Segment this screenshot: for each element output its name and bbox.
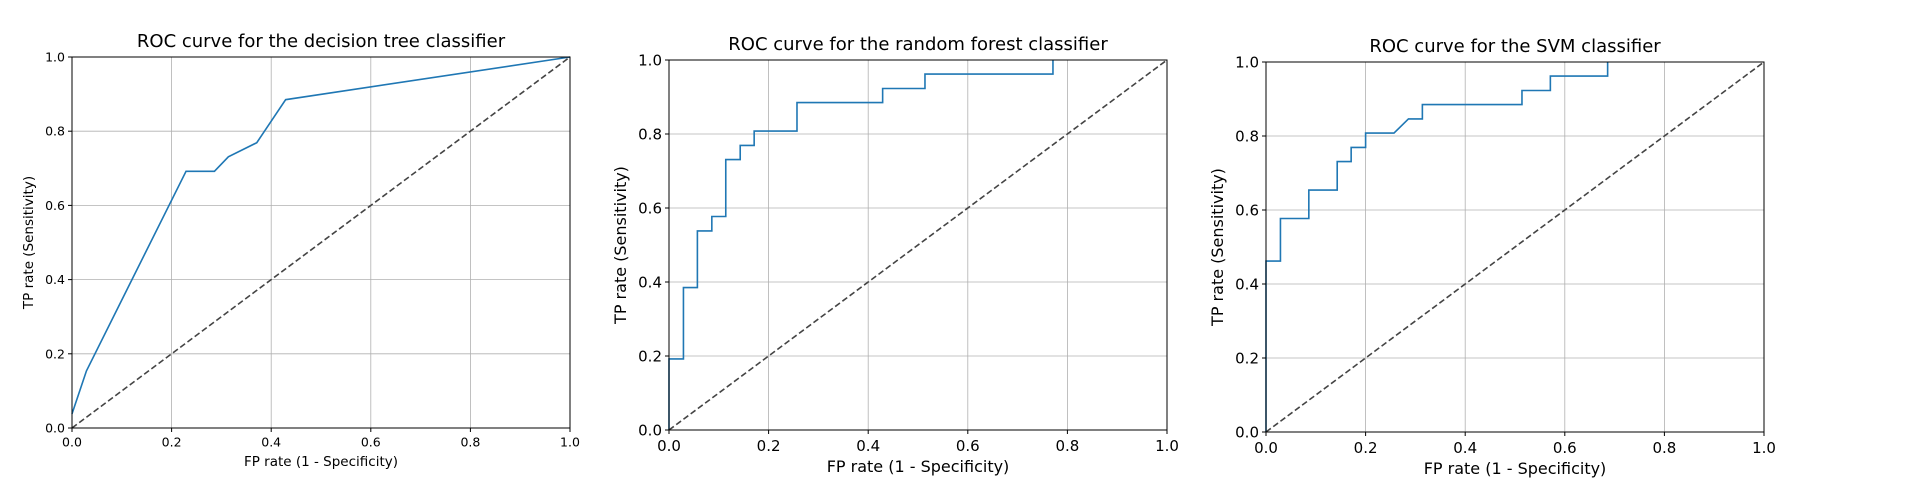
y-axis-label: TP rate (Sensitivity) xyxy=(1208,168,1227,327)
y-tick-label: 1.0 xyxy=(638,51,662,69)
x-tick-label: 1.0 xyxy=(1752,439,1776,457)
x-tick-label: 0.8 xyxy=(460,435,480,450)
y-tick-label: 1.0 xyxy=(1235,53,1259,71)
x-tick-label: 0.8 xyxy=(1652,439,1676,457)
x-tick-label: 0.2 xyxy=(1354,439,1378,457)
axes-frame xyxy=(1265,61,1765,433)
y-tick-label: 0.2 xyxy=(45,346,65,361)
x-tick-label: 0.4 xyxy=(261,435,281,450)
roc-curve-line xyxy=(71,56,571,415)
y-tick-label: 0.8 xyxy=(1235,127,1259,145)
x-tick-label: 0.8 xyxy=(1055,437,1079,455)
y-tick-label: 0.8 xyxy=(45,124,65,139)
y-tick-label: 0.2 xyxy=(1235,349,1259,367)
y-tick-label: 0.6 xyxy=(638,199,662,217)
y-tick-label: 0.6 xyxy=(1235,201,1259,219)
x-axis-label: FP rate (1 - Specificity) xyxy=(827,457,1010,476)
diagonal-reference-line xyxy=(71,56,571,429)
y-tick-label: 0.0 xyxy=(45,421,65,436)
roc-chart-1: 0.0 0.2 0.4 0.6 0.8 1.0 0.0 0.2 0.4 0.6 0.8 1.0 ROC … xyxy=(21,31,580,470)
x-tick-label: 0.4 xyxy=(856,437,880,455)
x-axis-label: FP rate (1 - Specificity) xyxy=(244,454,398,470)
x-tick-label: 0.6 xyxy=(361,435,381,450)
roc-chart-2: 0.0 0.2 0.4 0.6 0.8 1.0 0.0 0.2 0.4 0.6 0.8 1.0 ROC … xyxy=(611,34,1179,476)
y-tick-label: 1.0 xyxy=(45,50,65,65)
x-axis-label: FP rate (1 - Specificity) xyxy=(1424,459,1607,478)
x-tick-label: 0.4 xyxy=(1453,439,1477,457)
y-tick-label: 0.8 xyxy=(638,125,662,143)
x-tick-label: 0.0 xyxy=(1254,439,1278,457)
x-tick-label: 0.6 xyxy=(1553,439,1577,457)
x-tick-label: 1.0 xyxy=(560,435,580,450)
roc-curve-line xyxy=(668,60,1054,430)
x-tick-label: 1.0 xyxy=(1155,437,1179,455)
axes-frame xyxy=(71,56,571,429)
y-tick-label: 0.4 xyxy=(638,273,662,291)
x-tick-label: 0.6 xyxy=(956,437,980,455)
y-tick-label: 0.2 xyxy=(638,347,662,365)
y-tick-label: 0.0 xyxy=(638,421,662,439)
chart-title: ROC curve for the SVM classifier xyxy=(1369,36,1661,57)
x-tick-label: 0.2 xyxy=(757,437,781,455)
y-axis-label: TP rate (Sensitivity) xyxy=(611,166,630,325)
chart-title: ROC curve for the decision tree classifi… xyxy=(137,31,506,52)
chart-title: ROC curve for the random forest classifi… xyxy=(728,34,1108,55)
roc-curve-line xyxy=(1265,62,1609,432)
diagonal-reference-line xyxy=(668,59,1168,431)
y-axis-label: TP rate (Sensitivity) xyxy=(21,176,37,310)
y-tick-label: 0.6 xyxy=(45,198,65,213)
axes-frame xyxy=(668,59,1168,431)
roc-chart-3: 0.0 0.2 0.4 0.6 0.8 1.0 0.0 0.2 0.4 0.6 0.8 1.0 ROC … xyxy=(1208,36,1776,478)
y-tick-label: 0.0 xyxy=(1235,423,1259,441)
diagonal-reference-line xyxy=(1265,61,1765,433)
y-tick-label: 0.4 xyxy=(45,272,65,287)
x-tick-label: 0.0 xyxy=(657,437,681,455)
y-tick-label: 0.4 xyxy=(1235,275,1259,293)
x-tick-label: 0.2 xyxy=(162,435,182,450)
x-tick-label: 0.0 xyxy=(62,435,82,450)
